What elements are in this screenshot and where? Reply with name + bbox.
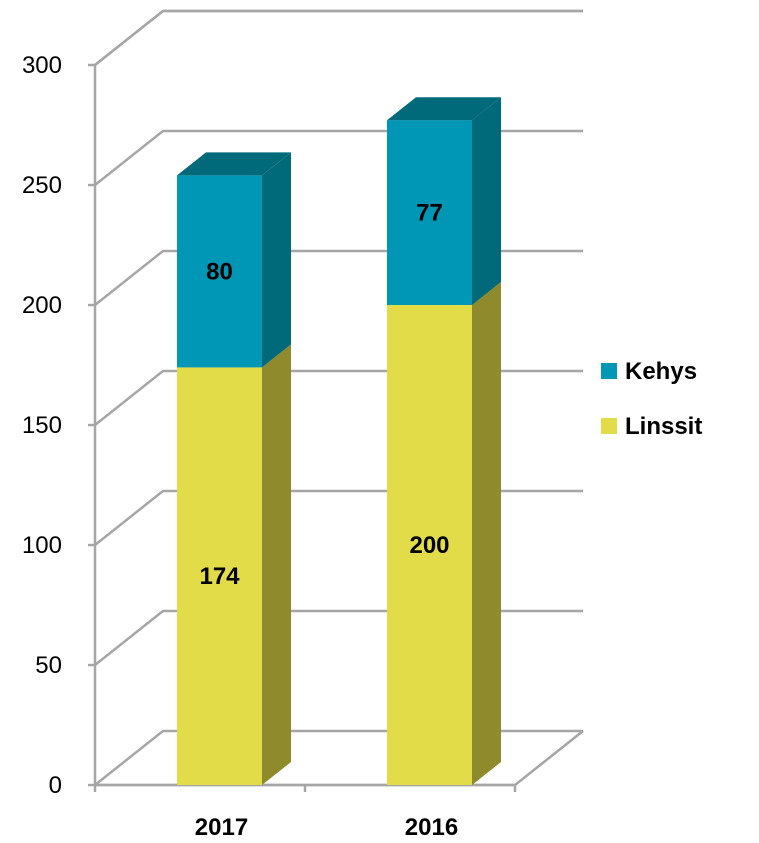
x-category-label: 2017: [195, 814, 248, 841]
gridline: [94, 9, 583, 66]
data-label: 77: [416, 200, 443, 227]
bar-segment-side: [262, 344, 291, 785]
legend-swatch: [601, 418, 617, 434]
legend: Kehys Linssit: [601, 358, 702, 440]
bar-segment-front: [177, 175, 262, 368]
y-tick-label: 300: [22, 52, 62, 79]
bar-segment-side: [472, 282, 501, 785]
legend-label: Linssit: [625, 413, 702, 440]
floor-edge: [95, 730, 584, 787]
y-tick-label: 50: [35, 652, 62, 679]
bar-top-face: [177, 152, 291, 176]
gridline: [94, 489, 583, 546]
x-category-label: 2016: [405, 814, 458, 841]
top-edge: [94, 9, 583, 66]
gridline: [94, 729, 583, 786]
gridline: [94, 249, 583, 306]
x-category-labels: 2017 2016: [195, 814, 458, 841]
gridline: [94, 369, 583, 426]
bars: [177, 97, 501, 785]
bar-segment-side: [472, 97, 501, 305]
legend-label: Kehys: [625, 358, 697, 385]
y-tick-labels: 0 50 100 150 200 250 300: [22, 52, 62, 799]
chart-walls: [94, 9, 584, 787]
data-labels: 174 80 200 77: [199, 200, 449, 591]
y-tick-label: 250: [22, 172, 62, 199]
data-label: 174: [199, 563, 240, 590]
bar-top-face: [387, 97, 501, 121]
legend-swatch: [601, 363, 617, 379]
bar-segment-front: [177, 367, 262, 785]
data-label: 80: [206, 258, 233, 285]
y-tick-label: 0: [49, 772, 62, 799]
gridlines: [94, 9, 583, 786]
gridline: [94, 609, 583, 666]
y-tick-label: 100: [22, 532, 62, 559]
bar-segment-front: [387, 305, 472, 785]
bar-segment-front: [387, 120, 472, 305]
y-tick-label: 200: [22, 292, 62, 319]
bar-segment-side: [262, 152, 291, 368]
gridline: [94, 129, 583, 186]
y-tick-label: 150: [22, 412, 62, 439]
data-label: 200: [409, 532, 449, 559]
